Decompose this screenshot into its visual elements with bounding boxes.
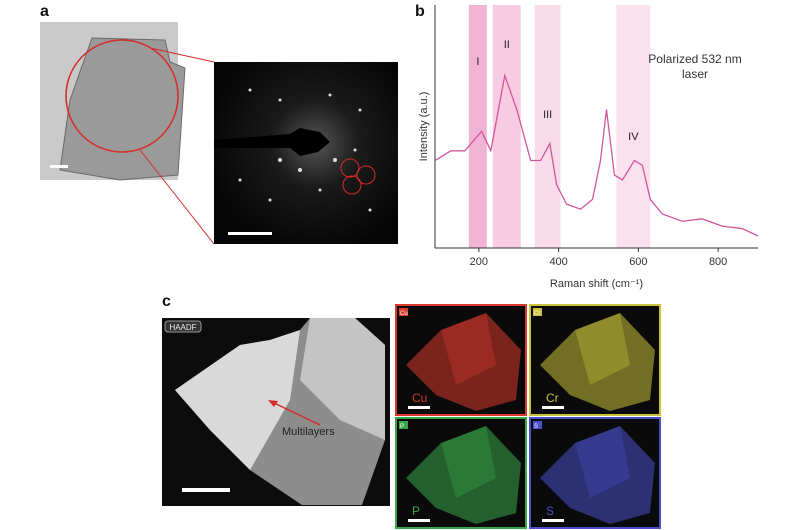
element-label: S [546,504,554,518]
scale-bar [408,519,430,522]
x-axis-label: Raman shift (cm⁻¹) [550,278,643,290]
spot-marker [342,175,362,195]
spot-marker [356,165,376,185]
connector [149,47,215,63]
map-tag [533,421,542,429]
x-tick-label: 600 [629,256,647,268]
x-tick-label: 400 [549,256,567,268]
map-flake [575,426,630,498]
haadf-label: HAADF [169,323,196,332]
x-tick-label: 800 [709,256,727,268]
y-axis-label: Intensity (a.u.) [418,92,430,162]
flake [59,37,186,181]
annotation: Polarized 532 nm [648,52,741,66]
map-flake [406,426,521,524]
scale-bar [542,519,564,522]
band-label: III [543,109,552,121]
panel-label: a [40,3,49,20]
map-tag [399,421,408,429]
panel-label: c [162,293,171,310]
map-tag-label: P [400,424,404,430]
arrow [271,401,321,426]
connector [139,149,215,245]
scale-bar [228,232,272,235]
map-flake [441,313,496,385]
map-tag-label: S [534,424,538,430]
band [534,5,561,248]
band [468,5,487,248]
band-label: I [476,56,479,68]
element-label: Cr [546,391,559,405]
scale-bar [50,165,68,168]
x-tick-label: 200 [470,256,488,268]
map-tag-label: Cr [534,311,540,317]
map-flake [441,426,496,498]
map-flake [540,313,655,411]
band [616,5,651,248]
band [492,5,521,248]
series-line [434,72,759,237]
map-flake [406,313,521,411]
spot-marker [340,158,360,178]
diffraction-spots [238,88,372,212]
map-flake [540,426,655,524]
annotation: laser [682,67,708,81]
annotation: Multilayers [282,426,335,438]
element-label: P [412,504,420,518]
scale-bar [542,406,564,409]
scale-bar [182,488,230,492]
map-flake [575,313,630,385]
beam-stop [214,128,330,156]
band-label: IV [628,131,639,143]
band-label: II [504,39,510,51]
selected-area [65,39,179,153]
map-tag [533,308,542,316]
element-label: Cu [412,391,427,405]
flake [175,330,300,470]
flake [300,318,385,440]
panel-label: b [415,3,425,20]
map-tag-label: Cu [400,311,408,317]
label-box [164,320,202,333]
scale-bar [408,406,430,409]
map-tag [399,308,408,316]
arrowhead [268,400,278,407]
eds-maps: Cu Cu Cr Cr P P S S [395,304,661,529]
